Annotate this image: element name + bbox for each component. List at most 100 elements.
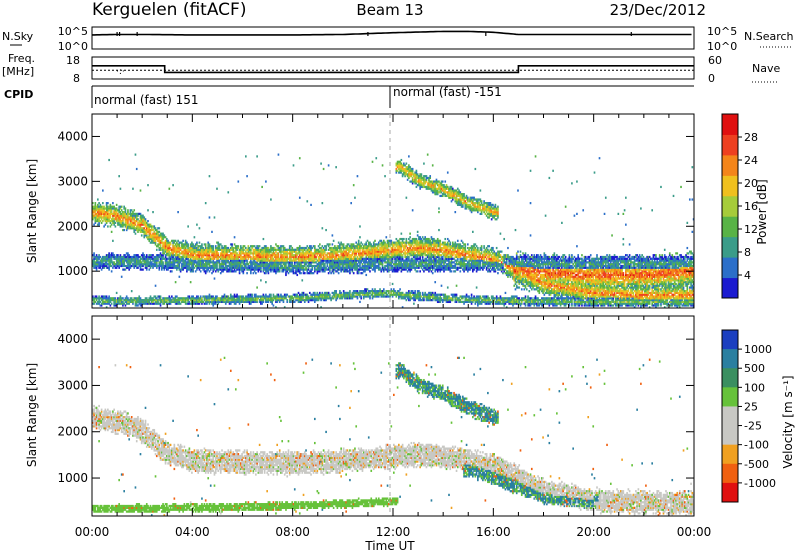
heatmap-cell [108,159,110,161]
heatmap-cell [343,243,345,245]
freq-dots: ·:· [116,67,125,77]
heatmap-cell [120,188,122,190]
heatmap-cell [263,238,265,240]
heatmap-cell [147,220,149,222]
heatmap-cell [214,277,216,279]
heatmap-cell [382,164,384,166]
heatmap-cell [216,188,218,190]
heatmap-cell [314,245,316,247]
heatmap-cell [107,202,109,204]
heatmap-cell [111,231,113,233]
heatmap-cell [237,180,239,182]
heatmap-cell [401,159,403,161]
heatmap-cell [187,225,189,227]
heatmap-cell [374,240,376,242]
heatmap-cell [375,157,377,159]
heatmap-cell [301,279,303,281]
heatmap-cell [121,276,123,278]
heatmap-cell [359,301,361,303]
heatmap-cell [419,270,421,272]
heatmap-cell [160,295,162,297]
station-title: Kerguelen (fitACF) [92,0,246,20]
heatmap-cell [335,290,337,292]
heatmap-cell [196,224,198,226]
cpid-row: CPID normal (fast) 151 normal (fast) -15… [4,85,694,108]
heatmap-cell [273,304,275,306]
heatmap-cell [300,272,302,274]
heatmap-cell [132,188,134,190]
heatmap-cell [392,283,394,285]
heatmap-cell [296,274,298,276]
heatmap-cell [409,233,411,235]
heatmap-cell [112,240,114,242]
heatmap-cell [231,243,233,245]
heatmap-cell [372,161,374,163]
heatmap-cell [214,216,216,218]
cpid-label: CPID [4,88,33,101]
heatmap-cell [102,202,104,204]
heatmap-cell [217,252,219,254]
nsearch-tick-high: 10^5 [707,25,737,38]
heatmap-cell [406,238,408,240]
heatmap-cell [201,243,203,245]
heatmap-cell [265,180,267,182]
heatmap-cell [406,163,408,165]
heatmap-cell [335,166,337,168]
freq-tick-high: 18 [66,54,80,67]
heatmap-cell [256,286,258,288]
heatmap-cell [359,225,361,227]
heatmap-cell [403,238,405,240]
heatmap-cell [147,184,149,186]
heatmap-cell [401,233,403,235]
heatmap-cell [278,154,280,156]
heatmap-cell [358,240,360,242]
heatmap-cell [135,154,137,156]
nsky-tick-low: 10^0 [58,40,88,53]
freq-tick-low: 8 [73,72,80,85]
heatmap-cell [328,164,330,166]
heatmap-cell [261,186,263,188]
heatmap-cell [406,197,408,199]
heatmap-cell [329,294,331,296]
heatmap-cell [325,229,327,231]
heatmap-cell [319,243,321,245]
heatmap-cell [357,175,359,177]
heatmap-cell [412,168,414,170]
heatmap-cell [162,261,164,263]
heatmap-cell [399,288,401,290]
heatmap-cell [234,236,236,238]
heatmap-cell [385,236,387,238]
heatmap-cell [299,197,301,199]
heatmap-cell [112,202,114,204]
heatmap-cell [118,175,120,177]
heatmap-cell [259,245,261,247]
freq-label-1: Freq. [8,52,35,65]
nave-label: Nave [752,62,780,75]
heatmap-cell [136,168,138,170]
heatmap-cell [156,249,158,251]
heatmap-cell [107,225,109,227]
heatmap-cell [306,200,308,202]
heatmap-cell [142,268,144,270]
heatmap-cell [209,175,211,177]
heatmap-cell [255,272,257,274]
nsky-panel: N.Sky 10^5 10^0 10^5 10^0 N.Search [2,25,794,53]
heatmap-cell [329,243,331,245]
heatmap-cell [246,272,248,274]
nave-tick-low: 0 [708,72,715,85]
heatmap-cell [171,270,173,272]
freq-label-2: [MHz] [2,65,34,78]
heatmap-cell [172,184,174,186]
heatmap-cell [270,198,272,200]
heatmap-cell [212,245,214,247]
heatmap-cell [256,155,258,157]
heatmap-cell [155,285,157,287]
heatmap-cell [116,204,118,206]
heatmap-cell [175,281,177,283]
heatmap-cell [131,290,133,292]
heatmap-cell [123,229,125,231]
heatmap-cell [409,236,411,238]
heatmap-cell [205,202,207,204]
heatmap-cell [127,209,129,211]
